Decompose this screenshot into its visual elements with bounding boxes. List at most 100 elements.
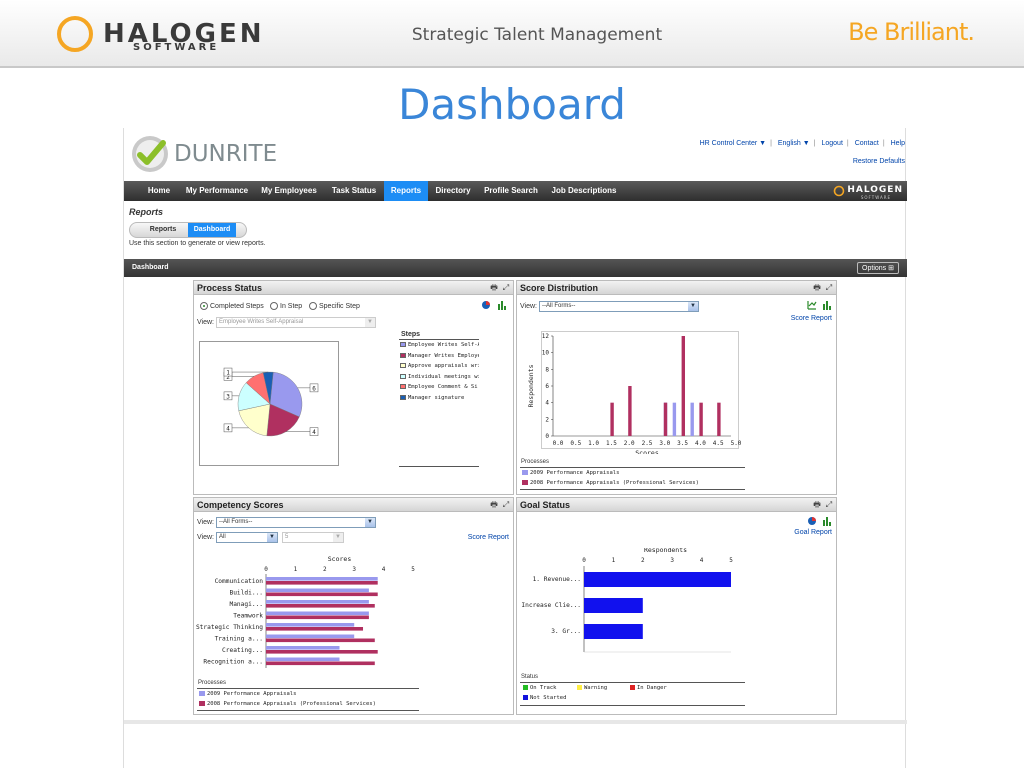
- radio-completed-steps[interactable]: [200, 302, 208, 310]
- print-icon[interactable]: 🖶: [813, 500, 821, 509]
- line-chart-icon[interactable]: [807, 300, 817, 310]
- competency-bar: [266, 577, 378, 581]
- y-tick-label: 10: [542, 350, 550, 357]
- options-button[interactable]: Options ⊞: [857, 262, 899, 274]
- bar-chart-icon[interactable]: [822, 300, 832, 310]
- nav-halogen-wordmark: HALOGEN: [847, 185, 903, 195]
- expand-icon[interactable]: ⤢: [502, 283, 510, 292]
- bar-chart-icon[interactable]: [822, 516, 832, 526]
- score-report-link[interactable]: Score Report: [790, 315, 832, 322]
- pie-label-box: [223, 423, 233, 433]
- competency-bar: [266, 611, 369, 616]
- panel-header: Competency Scores 🖶 ⤢: [194, 498, 513, 512]
- goal-status-chart: Respondents 0 1 2 3 4 5 1. Revenue... 2. Increas…: [517, 548, 733, 653]
- banner-slogan: Be Brilliant.: [848, 18, 975, 46]
- competency-bar: [266, 657, 340, 662]
- company-name: DUNRITE: [174, 141, 278, 167]
- panel-title: Process Status: [197, 283, 263, 293]
- pie-label: 2: [226, 374, 230, 381]
- radio-in-step[interactable]: [270, 302, 278, 310]
- dashboard-bar-title: Dashboard: [132, 264, 169, 271]
- competency-bar: [266, 627, 364, 631]
- y-tick-label: 6: [545, 383, 549, 390]
- steps-title: Steps: [401, 331, 421, 338]
- status-legend-label: Not Started: [530, 695, 567, 701]
- expand-icon[interactable]: ⤢: [825, 500, 833, 509]
- group-select[interactable]: All ▼: [216, 532, 278, 543]
- footer-band: [124, 720, 907, 724]
- goal-category-label: 3. Gr...: [551, 628, 581, 635]
- nav-my-performance[interactable]: My Performance: [185, 186, 249, 195]
- logout-link[interactable]: Logout: [821, 140, 843, 147]
- goal-category-label: 1. Revenue...: [533, 576, 581, 583]
- step-select[interactable]: Employee Writes Self-Appraisal ▼: [216, 317, 376, 328]
- expand-icon[interactable]: ⤢: [502, 500, 510, 509]
- step-legend-label: Employee Writes Self-Ap: [408, 342, 479, 348]
- category-label: Teamwork: [233, 613, 263, 620]
- pie-label-box: [309, 383, 319, 393]
- nav-halogen-subtext: SOFTWARE: [860, 195, 891, 200]
- status-legend-label: Warning: [584, 685, 608, 691]
- view-label: View:: [520, 303, 537, 310]
- nav-reports[interactable]: Reports: [384, 181, 428, 201]
- step-legend-item: Individual meetings with: [399, 372, 479, 383]
- subtab-dashboard[interactable]: Dashboard: [188, 223, 236, 237]
- goal-report-link[interactable]: Goal Report: [794, 529, 832, 536]
- x-tick-label: 2: [641, 557, 645, 564]
- language-link[interactable]: English ▼: [777, 140, 810, 147]
- bar-chart-icon[interactable]: [497, 300, 507, 310]
- legend-swatch: [577, 685, 582, 691]
- form-select[interactable]: --All Forms-- ▼: [216, 517, 376, 528]
- goal-bar: [584, 572, 731, 587]
- competency-bar: [266, 592, 378, 597]
- print-icon[interactable]: 🖶: [490, 283, 498, 292]
- radio-specific-step[interactable]: [309, 302, 317, 310]
- nav-profile-search[interactable]: Profile Search: [484, 186, 538, 195]
- nav-task-status[interactable]: Task Status: [331, 186, 377, 195]
- legend-swatch: [400, 394, 406, 400]
- processes-title: Processes: [198, 680, 227, 686]
- subtab-reports[interactable]: Reports: [149, 226, 177, 233]
- x-tick-label: 1: [612, 557, 616, 564]
- legend-swatch: [523, 695, 528, 701]
- section-title: Reports: [129, 207, 164, 217]
- contact-link[interactable]: Contact: [854, 140, 879, 147]
- step-legend-item: Employee Writes Self-Ap: [399, 340, 479, 351]
- pie-label: 4: [226, 425, 230, 432]
- x-tick-label: 2.0: [624, 440, 635, 447]
- legend-swatch: [522, 470, 528, 476]
- panel-title: Goal Status: [520, 500, 571, 510]
- print-icon[interactable]: 🖶: [813, 283, 821, 292]
- pie-chart-icon[interactable]: [807, 516, 817, 526]
- nav-job-descriptions[interactable]: Job Descriptions: [551, 186, 617, 195]
- panel-header: Process Status 🖶 ⤢: [194, 281, 513, 295]
- nav-my-employees[interactable]: My Employees: [261, 186, 317, 195]
- step-legend-item: Manager signature: [399, 393, 479, 404]
- score-bar: [681, 336, 685, 436]
- print-icon[interactable]: 🖶: [490, 500, 498, 509]
- legend-swatch: [400, 373, 406, 379]
- legend-item: 2009 Performance Appraisals: [520, 468, 745, 478]
- pie-label: 1: [226, 370, 230, 377]
- scale-select[interactable]: 5 ▼: [282, 532, 344, 543]
- form-select[interactable]: --All Forms-- ▼: [539, 301, 699, 312]
- legend-swatch: [199, 701, 205, 707]
- expand-icon[interactable]: ⤢: [825, 283, 833, 292]
- competency-bar: [266, 604, 375, 608]
- score-report-link[interactable]: Score Report: [467, 534, 509, 541]
- panel-header: Score Distribution 🖶 ⤢: [517, 281, 836, 295]
- status-legend-label: On Track: [530, 685, 557, 691]
- score-bar: [610, 402, 614, 436]
- help-link[interactable]: Help: [890, 140, 905, 147]
- comp-processes-legend: 2009 Performance Appraisals 2008 Performa…: [197, 688, 419, 711]
- panel-header: Goal Status 🖶 ⤢: [517, 498, 836, 512]
- x-tick-label: 4.5: [713, 440, 724, 447]
- pie-chart-icon[interactable]: [481, 300, 491, 310]
- hr-control-center-link[interactable]: HR Control Center ▼: [699, 140, 767, 147]
- nav-home[interactable]: Home: [147, 186, 171, 195]
- nav-directory[interactable]: Directory: [435, 186, 471, 195]
- main-nav: Home My Performance My Employees Task St…: [124, 181, 907, 201]
- restore-defaults-link[interactable]: Restore Defaults: [852, 158, 905, 165]
- form-select-value: --All Forms--: [219, 519, 253, 525]
- y-tick-label: 8: [545, 366, 549, 373]
